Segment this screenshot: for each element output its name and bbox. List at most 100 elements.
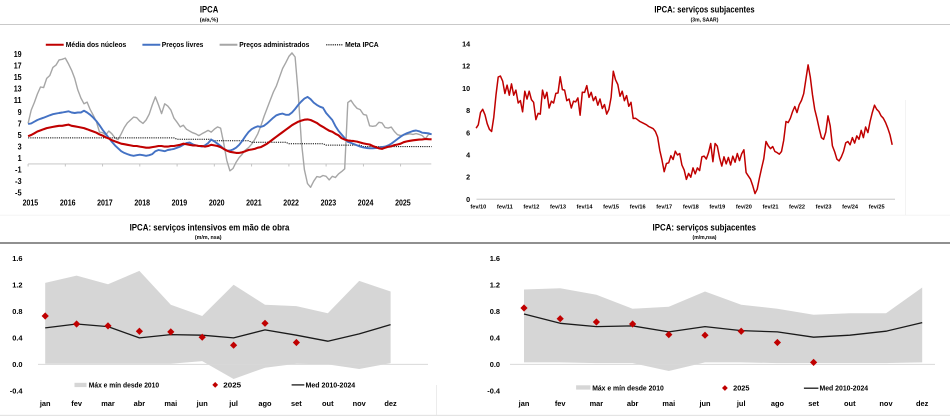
svg-text:out: out bbox=[322, 399, 334, 408]
svg-text:15: 15 bbox=[14, 73, 22, 82]
svg-text:IPCA: serviços intensivos em m: IPCA: serviços intensivos em mão de obra bbox=[130, 222, 291, 232]
svg-text:17: 17 bbox=[14, 62, 22, 71]
svg-text:Preços administrados: Preços administrados bbox=[239, 40, 309, 49]
svg-text:2020: 2020 bbox=[209, 199, 225, 208]
svg-text:jul: jul bbox=[228, 399, 238, 408]
svg-text:abr: abr bbox=[627, 399, 639, 408]
svg-text:dez: dez bbox=[384, 399, 397, 408]
svg-text:2025: 2025 bbox=[733, 383, 749, 392]
svg-text:jan: jan bbox=[518, 399, 530, 408]
svg-text:IPCA: IPCA bbox=[200, 5, 219, 15]
svg-text:0.4: 0.4 bbox=[490, 334, 501, 343]
svg-text:(m/m,nsa): (m/m,nsa) bbox=[693, 235, 717, 241]
svg-text:Preços livres: Preços livres bbox=[162, 40, 204, 49]
svg-text:(3m, SAAR): (3m, SAAR) bbox=[691, 17, 719, 23]
svg-text:fev: fev bbox=[71, 399, 83, 408]
svg-text:2018: 2018 bbox=[134, 199, 150, 208]
svg-text:11: 11 bbox=[14, 96, 22, 105]
svg-text:Meta IPCA: Meta IPCA bbox=[345, 40, 379, 49]
svg-text:2021: 2021 bbox=[246, 199, 262, 208]
svg-text:2025: 2025 bbox=[223, 380, 241, 389]
svg-text:0.8: 0.8 bbox=[12, 307, 22, 316]
svg-text:3: 3 bbox=[18, 143, 22, 152]
svg-text:1.6: 1.6 bbox=[490, 254, 500, 263]
svg-text:5: 5 bbox=[18, 131, 22, 140]
svg-text:-0.4: -0.4 bbox=[487, 387, 501, 396]
svg-text:IPCA: serviços subjacentes: IPCA: serviços subjacentes bbox=[654, 5, 754, 15]
svg-text:fev/10: fev/10 bbox=[470, 205, 486, 211]
svg-text:out: out bbox=[844, 399, 856, 408]
svg-text:IPCA: serviços subjacentes: IPCA: serviços subjacentes bbox=[653, 222, 757, 232]
svg-text:2015: 2015 bbox=[23, 199, 39, 208]
svg-text:7: 7 bbox=[18, 119, 22, 128]
svg-text:set: set bbox=[808, 399, 819, 408]
svg-text:4: 4 bbox=[466, 151, 471, 160]
svg-text:2017: 2017 bbox=[97, 199, 113, 208]
svg-text:fev/22: fev/22 bbox=[789, 205, 805, 211]
svg-text:(m/m, nsa): (m/m, nsa) bbox=[195, 235, 222, 241]
svg-text:fev/25: fev/25 bbox=[869, 205, 885, 211]
svg-text:Média dos núcleos: Média dos núcleos bbox=[66, 40, 127, 49]
svg-text:mar: mar bbox=[590, 399, 604, 408]
svg-text:fev/18: fev/18 bbox=[683, 205, 699, 211]
svg-text:2023: 2023 bbox=[321, 199, 337, 208]
svg-text:2: 2 bbox=[466, 173, 470, 182]
svg-text:2025: 2025 bbox=[395, 199, 411, 208]
svg-text:fev: fev bbox=[555, 399, 567, 408]
svg-text:0.0: 0.0 bbox=[490, 360, 500, 369]
svg-text:fev/20: fev/20 bbox=[736, 205, 752, 211]
svg-text:fev/15: fev/15 bbox=[603, 205, 619, 211]
svg-text:dez: dez bbox=[916, 399, 929, 408]
svg-text:abr: abr bbox=[134, 399, 146, 408]
svg-text:fev/17: fev/17 bbox=[656, 205, 672, 211]
svg-text:fev/11: fev/11 bbox=[497, 205, 513, 211]
svg-text:19: 19 bbox=[14, 50, 22, 59]
svg-text:fev/16: fev/16 bbox=[630, 205, 646, 211]
svg-text:Máx e mín desde 2010: Máx e mín desde 2010 bbox=[592, 383, 664, 392]
svg-text:jun: jun bbox=[698, 399, 711, 408]
svg-text:mai: mai bbox=[164, 399, 177, 408]
svg-text:1: 1 bbox=[18, 154, 22, 163]
svg-text:(a/a,%): (a/a,%) bbox=[200, 17, 219, 23]
svg-text:Med 2010-2024: Med 2010-2024 bbox=[306, 380, 356, 389]
svg-text:fev/21: fev/21 bbox=[763, 205, 779, 211]
svg-text:-3: -3 bbox=[15, 177, 22, 186]
svg-text:9: 9 bbox=[18, 108, 22, 117]
svg-text:Máx e mín desde 2010: Máx e mín desde 2010 bbox=[89, 380, 159, 389]
svg-text:-5: -5 bbox=[15, 189, 22, 198]
svg-text:fev/12: fev/12 bbox=[523, 205, 539, 211]
svg-text:2019: 2019 bbox=[172, 199, 188, 208]
svg-text:fev/24: fev/24 bbox=[842, 205, 858, 211]
svg-text:0.0: 0.0 bbox=[12, 360, 22, 369]
svg-text:1.2: 1.2 bbox=[490, 280, 500, 289]
svg-text:fev/13: fev/13 bbox=[550, 205, 566, 211]
svg-text:nov: nov bbox=[353, 399, 367, 408]
svg-text:0: 0 bbox=[466, 195, 470, 204]
svg-text:2024: 2024 bbox=[358, 199, 374, 208]
svg-text:0.4: 0.4 bbox=[12, 334, 23, 343]
svg-text:mai: mai bbox=[662, 399, 675, 408]
svg-text:8: 8 bbox=[466, 106, 470, 115]
svg-text:6: 6 bbox=[466, 128, 470, 137]
svg-text:1.2: 1.2 bbox=[12, 280, 22, 289]
svg-text:fev/19: fev/19 bbox=[709, 205, 725, 211]
svg-text:Med 2010-2024: Med 2010-2024 bbox=[820, 383, 869, 392]
svg-text:13: 13 bbox=[14, 85, 22, 94]
svg-text:2016: 2016 bbox=[60, 199, 76, 208]
svg-text:12: 12 bbox=[462, 62, 470, 71]
svg-text:jan: jan bbox=[39, 399, 51, 408]
svg-text:mar: mar bbox=[101, 399, 115, 408]
svg-text:-0.4: -0.4 bbox=[10, 387, 24, 396]
svg-text:set: set bbox=[291, 399, 302, 408]
svg-text:ago: ago bbox=[771, 399, 785, 408]
svg-text:-1: -1 bbox=[15, 166, 22, 175]
svg-text:nov: nov bbox=[879, 399, 893, 408]
svg-text:2022: 2022 bbox=[283, 199, 299, 208]
svg-text:fev/23: fev/23 bbox=[816, 205, 832, 211]
svg-text:1.6: 1.6 bbox=[12, 254, 22, 263]
svg-text:0.8: 0.8 bbox=[490, 307, 500, 316]
svg-text:fev/14: fev/14 bbox=[577, 205, 593, 211]
svg-text:ago: ago bbox=[258, 399, 272, 408]
svg-text:jul: jul bbox=[736, 399, 746, 408]
svg-text:14: 14 bbox=[462, 40, 471, 49]
